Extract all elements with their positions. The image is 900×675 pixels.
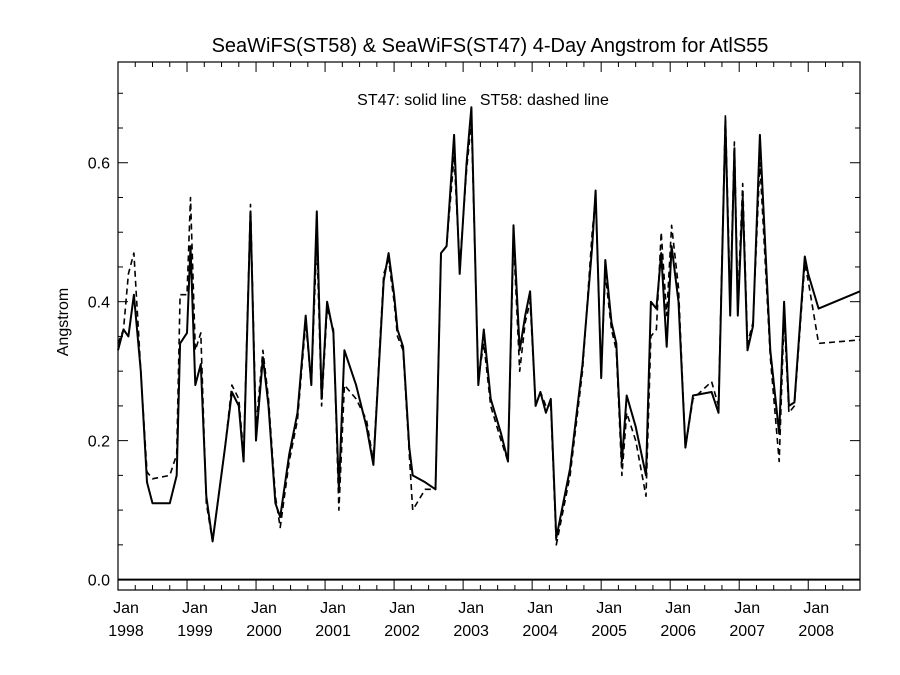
y-tick-label: 0.4 <box>88 295 110 312</box>
x-tick-label-year: 2000 <box>246 623 282 640</box>
series-style-annotation: ST47: solid line ST58: dashed line <box>357 92 609 109</box>
x-tick-label-year: 2005 <box>591 623 627 640</box>
x-tick-label-month: Jan <box>527 600 553 617</box>
series-line-st58 <box>117 113 861 546</box>
data-series <box>117 106 861 546</box>
y-tick-label: 0.2 <box>88 434 110 451</box>
x-tick-label-year: 2004 <box>522 623 558 640</box>
x-tick-label-month: Jan <box>113 600 139 617</box>
x-tick-label-year: 2006 <box>660 623 696 640</box>
x-tick-label-year: 2007 <box>729 623 765 640</box>
x-tick-label-month: Jan <box>803 600 829 617</box>
x-tick-label-year: 1999 <box>177 623 213 640</box>
series-line-st47 <box>117 106 861 543</box>
plot-frame <box>117 61 861 591</box>
x-tick-label-month: Jan <box>320 600 346 617</box>
x-tick-label-year: 2001 <box>315 623 351 640</box>
x-tick-label-month: Jan <box>665 600 691 617</box>
y-axis-label: Angstrom <box>55 288 72 356</box>
x-tick-label-month: Jan <box>734 600 760 617</box>
x-tick-label-month: Jan <box>596 600 622 617</box>
y-tick-label: 0.0 <box>88 573 110 590</box>
y-tick-label: 0.6 <box>88 156 110 173</box>
x-tick-label-month: Jan <box>251 600 277 617</box>
axis-ticks: 0.0 0.2 0.4 0.6 Jan 1998 Jan 1999 Jan 2000 Jan 2001… <box>88 62 861 640</box>
chart-title: SeaWiFS(ST58) & SeaWiFS(ST47) 4-Day Angs… <box>212 35 769 57</box>
x-tick-label-month: Jan <box>182 600 208 617</box>
x-tick-label-year: 1998 <box>108 623 144 640</box>
x-tick-label-year: 2002 <box>384 623 420 640</box>
x-tick-label-year: 2003 <box>453 623 489 640</box>
x-tick-label-month: Jan <box>389 600 415 617</box>
x-tick-label-year: 2008 <box>798 623 834 640</box>
x-tick-label-month: Jan <box>458 600 484 617</box>
